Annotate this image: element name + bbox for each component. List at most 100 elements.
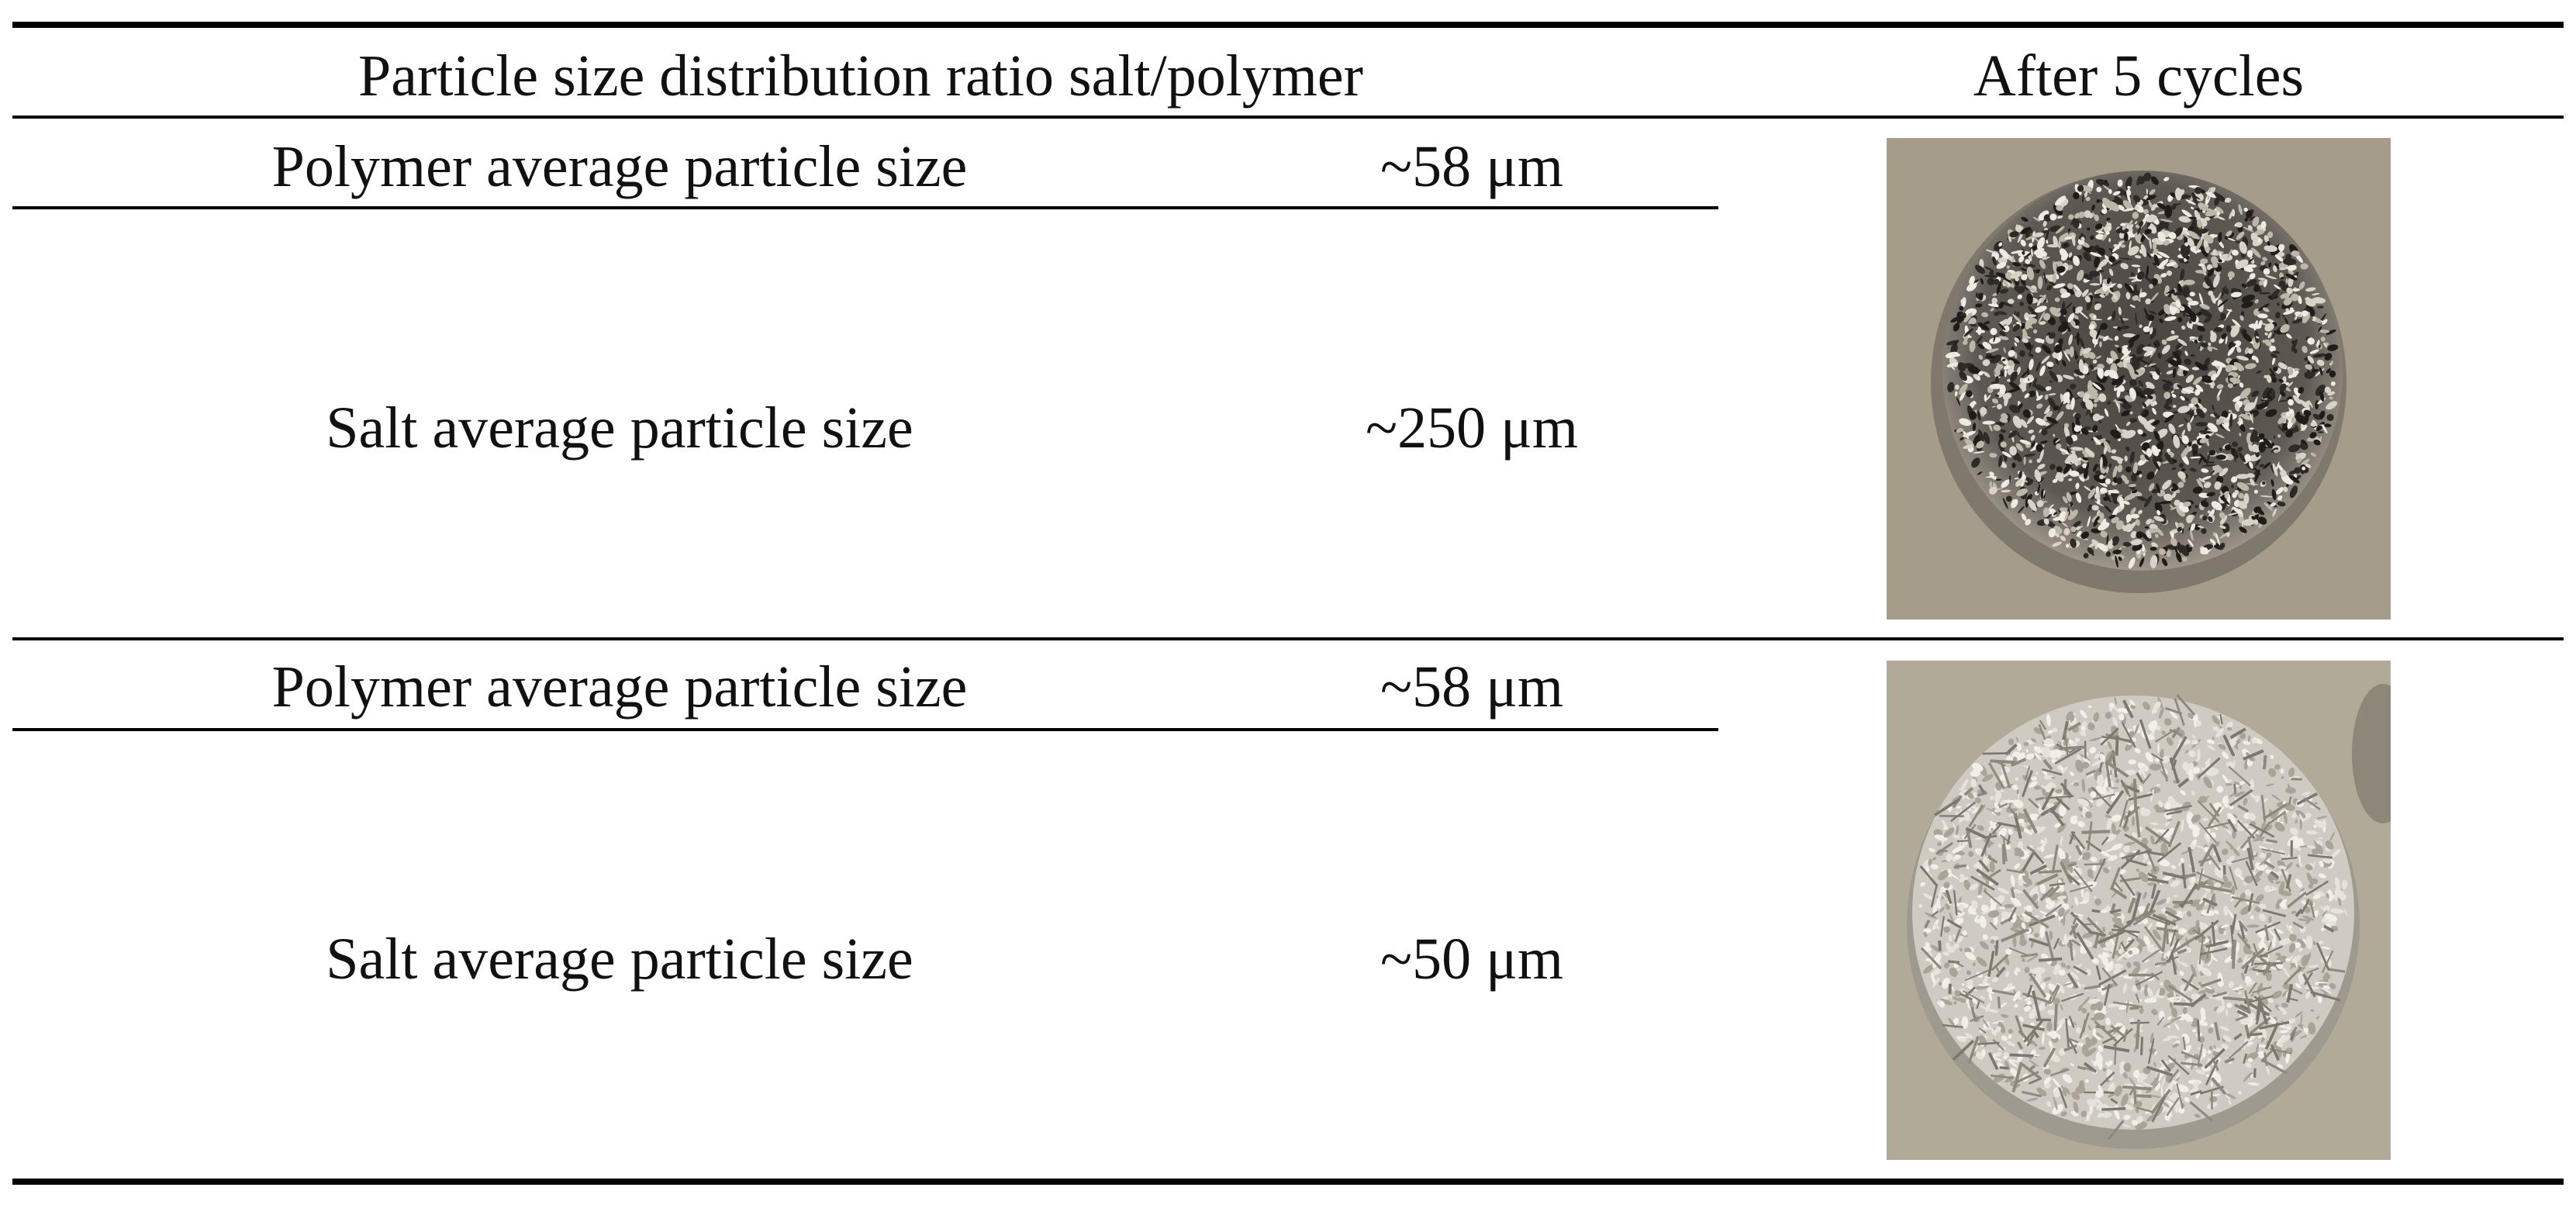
texture-speck bbox=[2055, 358, 2060, 365]
texture-speck bbox=[1994, 1058, 2002, 1061]
texture-speck bbox=[2124, 938, 2136, 950]
texture-speck bbox=[1956, 428, 1963, 433]
texture-speck bbox=[2012, 314, 2022, 323]
texture-speck bbox=[2169, 728, 2183, 737]
texture-speck bbox=[2231, 249, 2239, 256]
texture-speck bbox=[2163, 304, 2170, 310]
texture-speck bbox=[2324, 353, 2333, 361]
texture-speck bbox=[2256, 370, 2262, 374]
texture-speck bbox=[2127, 185, 2131, 189]
texture-speck bbox=[2039, 449, 2044, 462]
texture-speck bbox=[2117, 347, 2122, 354]
texture-speck bbox=[2092, 359, 2098, 364]
texture-speck bbox=[2038, 869, 2062, 874]
texture-speck bbox=[2084, 1118, 2091, 1122]
texture-speck bbox=[2029, 937, 2049, 947]
texture-speck bbox=[2268, 768, 2277, 778]
texture-speck bbox=[2198, 478, 2206, 483]
texture-speck bbox=[2144, 454, 2150, 461]
texture-speck bbox=[2070, 715, 2075, 723]
texture-speck bbox=[2042, 256, 2050, 261]
texture-speck bbox=[2315, 816, 2328, 820]
texture-speck bbox=[2143, 926, 2163, 951]
texture-speck bbox=[2144, 351, 2150, 357]
texture-speck bbox=[1976, 868, 1999, 886]
texture-speck bbox=[2252, 968, 2271, 973]
texture-speck bbox=[2008, 357, 2020, 364]
texture-speck bbox=[2198, 821, 2218, 844]
texture-speck bbox=[2283, 810, 2288, 824]
texture-speck bbox=[2315, 318, 2322, 323]
texture-speck bbox=[2273, 366, 2278, 371]
texture-speck bbox=[2107, 942, 2115, 954]
texture-speck bbox=[2200, 342, 2208, 348]
texture-speck bbox=[2272, 463, 2278, 477]
texture-speck bbox=[2132, 195, 2141, 202]
texture-speck bbox=[1998, 454, 2003, 468]
texture-speck bbox=[1988, 423, 1993, 432]
texture-speck bbox=[2094, 934, 2100, 948]
texture-speck bbox=[2154, 502, 2163, 513]
texture-speck bbox=[2094, 303, 2101, 310]
texture-speck bbox=[2039, 1004, 2046, 1011]
texture-speck bbox=[2284, 317, 2288, 325]
texture-speck bbox=[2058, 240, 2061, 249]
texture-speck bbox=[2094, 1090, 2102, 1099]
texture-speck bbox=[2124, 479, 2129, 485]
texture-speck bbox=[2321, 946, 2331, 950]
texture-speck bbox=[2129, 451, 2135, 464]
texture-speck bbox=[2108, 256, 2116, 263]
texture-speck bbox=[2072, 306, 2076, 313]
texture-speck bbox=[2087, 821, 2093, 851]
texture-speck bbox=[2311, 878, 2319, 885]
texture-speck bbox=[2236, 474, 2250, 479]
texture-speck bbox=[1982, 341, 1992, 350]
texture-speck bbox=[1991, 989, 2015, 996]
texture-speck bbox=[2328, 968, 2346, 973]
texture-speck bbox=[1963, 444, 1973, 449]
texture-speck bbox=[1998, 433, 2005, 441]
texture bbox=[1918, 694, 2348, 1141]
texture-speck bbox=[2254, 469, 2260, 482]
texture-speck bbox=[2120, 849, 2141, 869]
texture-speck bbox=[2239, 419, 2243, 426]
texture-speck bbox=[2254, 230, 2264, 236]
texture-speck bbox=[2070, 538, 2077, 548]
texture-speck bbox=[2318, 344, 2321, 349]
texture-speck bbox=[2139, 785, 2143, 792]
texture-speck bbox=[2077, 185, 2084, 192]
texture-speck bbox=[2164, 805, 2192, 813]
texture-speck bbox=[2167, 1054, 2190, 1075]
texture-speck bbox=[2108, 1120, 2125, 1141]
texture-speck bbox=[2285, 1051, 2291, 1064]
texture-speck bbox=[2123, 1114, 2131, 1120]
texture-speck bbox=[1929, 847, 1935, 852]
texture-speck bbox=[1952, 1039, 1975, 1061]
texture-speck bbox=[2008, 360, 2015, 367]
texture-speck bbox=[2232, 506, 2243, 515]
texture-speck bbox=[2166, 1097, 2180, 1117]
texture-speck bbox=[2250, 247, 2261, 258]
texture-speck bbox=[2008, 299, 2015, 304]
texture-speck bbox=[2204, 247, 2211, 251]
texture-speck bbox=[2003, 779, 2008, 787]
texture-speck bbox=[2210, 332, 2217, 343]
texture-speck bbox=[2138, 358, 2150, 365]
texture-speck bbox=[2106, 357, 2111, 365]
texture-speck bbox=[2069, 471, 2080, 477]
texture-speck bbox=[2264, 1022, 2280, 1050]
texture-speck bbox=[2059, 745, 2087, 751]
texture-speck bbox=[2086, 409, 2089, 416]
texture-speck bbox=[2287, 891, 2307, 909]
texture-speck bbox=[2291, 910, 2297, 914]
texture-speck bbox=[2222, 287, 2229, 295]
texture-speck bbox=[2288, 270, 2295, 274]
texture-speck bbox=[2301, 813, 2312, 821]
texture-speck bbox=[1959, 383, 1968, 395]
texture-speck bbox=[2153, 262, 2156, 266]
texture-speck bbox=[2208, 1027, 2214, 1034]
texture-speck bbox=[1998, 844, 2002, 848]
texture-speck bbox=[2181, 978, 2200, 991]
texture-speck bbox=[2028, 254, 2032, 262]
texture-speck bbox=[1997, 822, 2017, 828]
